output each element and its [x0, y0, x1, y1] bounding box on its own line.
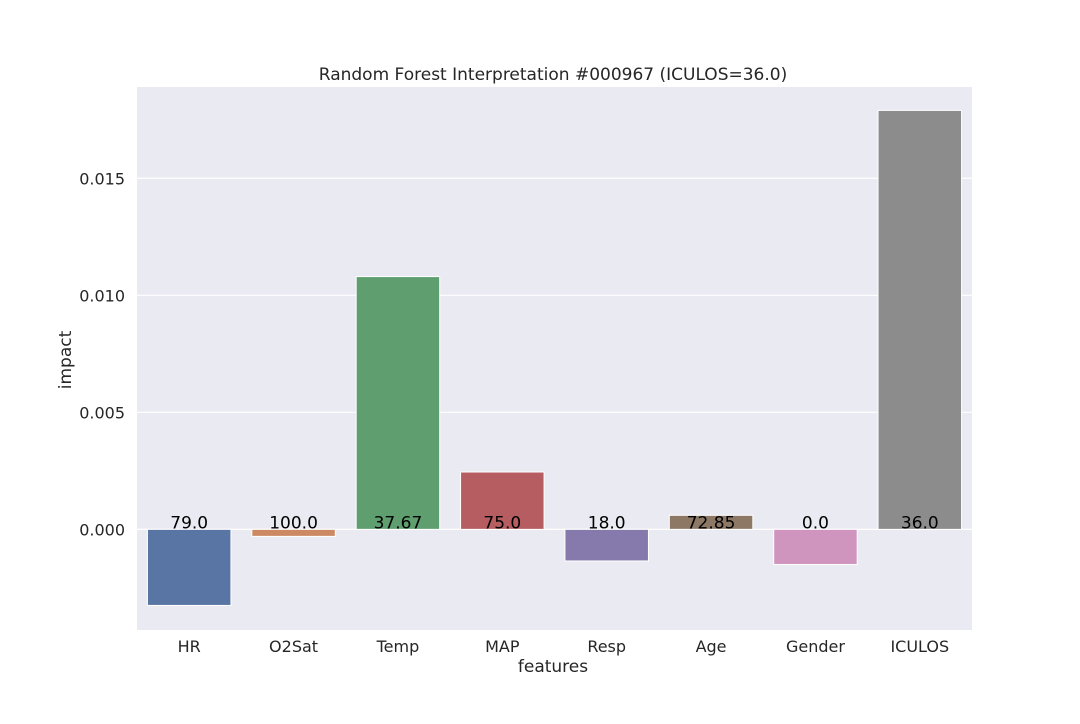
y-tick-label: 0.015	[79, 169, 125, 188]
data-label: 36.0	[901, 513, 939, 533]
data-label: 72.85	[687, 513, 736, 533]
bar-hr	[146, 528, 232, 606]
bar-iculos	[877, 109, 963, 530]
bar-resp	[564, 528, 649, 562]
y-tick-label: 0.000	[79, 520, 125, 539]
x-tick-label: ICULOS	[890, 637, 949, 656]
x-tick-label: Resp	[587, 637, 626, 656]
x-tick-label: Age	[696, 637, 727, 656]
data-label: 18.0	[588, 513, 626, 533]
chart-title: Random Forest Interpretation #000967 (IC…	[319, 65, 787, 85]
bars	[146, 109, 963, 606]
y-tick-label: 0.005	[79, 403, 125, 422]
x-tick-label: O2Sat	[269, 637, 318, 656]
x-tick-label: Gender	[786, 637, 845, 656]
x-tick-label: MAP	[485, 637, 520, 656]
bar-map	[460, 471, 545, 530]
y-axis-label: impact	[56, 330, 76, 389]
data-labels: 79.0 100.0 37.67 75.0 18.0 72.85 0.0 36.0	[170, 513, 938, 533]
bar-age	[668, 514, 754, 530]
x-axis-label: features	[518, 657, 588, 677]
bar-temp	[355, 276, 441, 530]
data-label: 0.0	[802, 513, 829, 533]
bar-o2sat	[251, 528, 336, 537]
bar-gender	[773, 528, 858, 565]
y-tick-label: 0.010	[79, 286, 125, 305]
y-tick-labels: 0.000 0.005 0.010 0.015	[79, 169, 125, 539]
data-label: 75.0	[483, 513, 521, 533]
data-label: 37.67	[374, 513, 423, 533]
x-tick-label: HR	[178, 637, 201, 656]
data-label: 100.0	[269, 513, 318, 533]
x-tick-labels: HR O2Sat Temp MAP Resp Age Gender ICULOS	[178, 637, 950, 656]
data-label: 79.0	[170, 513, 208, 533]
x-tick-label: Temp	[376, 637, 420, 656]
